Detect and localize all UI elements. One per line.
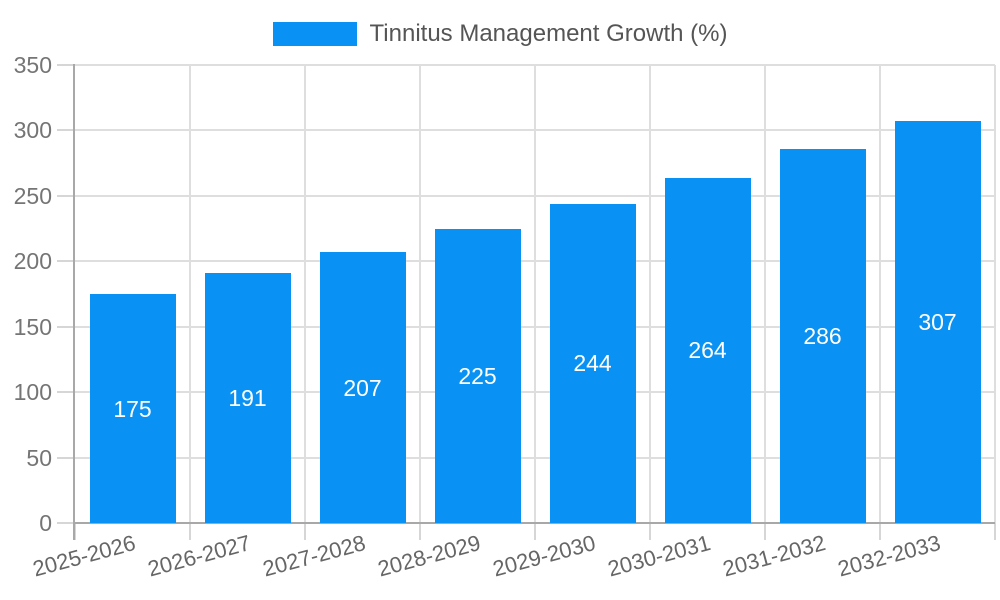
y-tick-mark	[57, 325, 75, 328]
x-tick-mark	[764, 523, 766, 540]
bar	[664, 177, 751, 523]
y-axis-tick-label: 150	[13, 313, 52, 340]
y-axis-line	[73, 64, 75, 540]
bar-value-label: 225	[458, 362, 497, 389]
x-gridline	[304, 65, 306, 523]
x-gridline	[189, 65, 191, 523]
bar-value-label: 175	[113, 395, 152, 422]
legend-label: Tinnitus Management Growth (%)	[369, 20, 728, 47]
bar	[204, 273, 291, 523]
x-tick-mark	[74, 523, 76, 540]
x-tick-mark	[304, 523, 306, 540]
x-axis-category-label: 2031-2032	[720, 530, 829, 582]
y-axis-tick-label: 350	[13, 52, 52, 78]
bar	[549, 203, 636, 523]
x-gridline	[994, 65, 996, 523]
bar-value-label: 286	[803, 322, 842, 349]
bar-value-label: 307	[918, 309, 957, 336]
x-tick-mark	[879, 523, 881, 540]
y-axis-tick-label: 250	[13, 182, 52, 209]
x-gridline	[649, 65, 651, 523]
y-axis-tick-label: 0	[39, 510, 52, 536]
y-tick-mark	[57, 129, 75, 132]
bar-value-label: 244	[573, 350, 612, 377]
x-tick-mark	[419, 523, 421, 540]
x-axis-baseline	[73, 522, 995, 524]
x-tick-mark	[534, 523, 536, 540]
x-gridline	[764, 65, 766, 523]
x-axis-category-label: 2025-2026	[30, 530, 139, 582]
x-gridline	[534, 65, 536, 523]
x-gridline	[879, 65, 881, 523]
y-axis-tick-label: 100	[13, 379, 52, 406]
y-axis-tick-label: 200	[13, 248, 52, 275]
x-axis-category-label: 2032-2033	[835, 530, 944, 582]
bar	[434, 228, 521, 523]
bar	[89, 294, 176, 523]
x-tick-mark	[649, 523, 651, 540]
bar	[319, 252, 406, 523]
bar	[894, 121, 981, 523]
x-axis-category-label: 2030-2031	[605, 530, 714, 582]
chart-legend: Tinnitus Management Growth (%)	[0, 20, 1000, 48]
x-tick-mark	[994, 523, 996, 540]
y-tick-mark	[57, 260, 75, 263]
y-tick-mark	[57, 64, 75, 66]
y-tick-mark	[57, 456, 75, 459]
x-axis-category-label: 2029-2030	[490, 530, 599, 582]
x-gridline	[419, 65, 421, 523]
legend-swatch	[272, 22, 357, 46]
x-axis-category-label: 2026-2027	[145, 530, 254, 582]
bar-value-label: 264	[688, 337, 727, 364]
y-tick-mark	[57, 194, 75, 197]
y-tick-mark	[57, 391, 75, 394]
y-tick-mark	[57, 522, 75, 524]
bar-value-label: 207	[343, 374, 382, 401]
bar	[779, 148, 866, 523]
x-axis-category-label: 2027-2028	[260, 530, 369, 582]
y-axis-tick-label: 300	[13, 117, 52, 144]
bar-value-label: 191	[228, 385, 267, 412]
x-tick-mark	[189, 523, 191, 540]
y-axis-tick-label: 50	[26, 444, 52, 471]
x-axis-category-label: 2028-2029	[375, 530, 484, 582]
